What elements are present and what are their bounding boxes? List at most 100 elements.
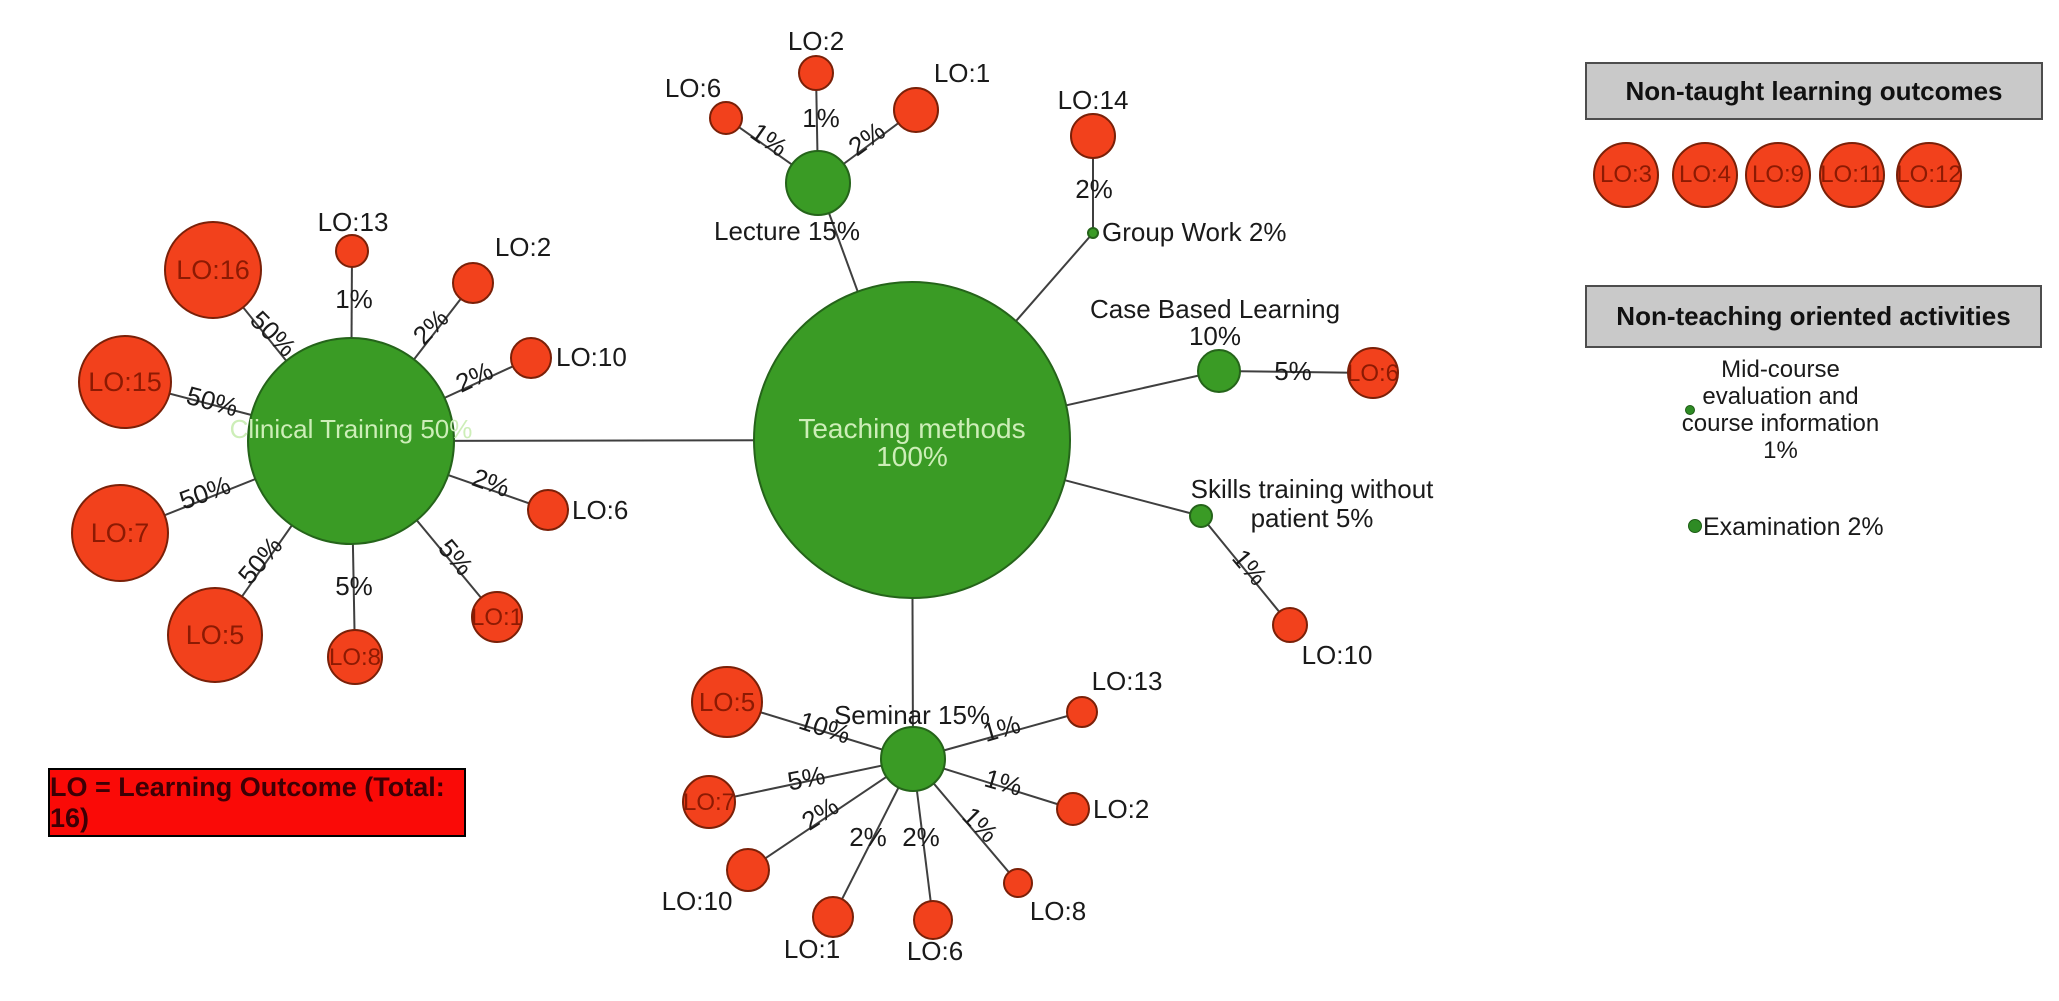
- label-seminar: Seminar 15%: [834, 700, 990, 730]
- node-skills-training: [1189, 504, 1213, 528]
- node-seminar-lo6: [913, 900, 953, 940]
- label-seminar-lo1: LO:1: [784, 934, 840, 964]
- node-clinical-training-lo6: [527, 489, 569, 531]
- node-clinical-training: [247, 337, 455, 545]
- label-seminar-lo8: LO:8: [1030, 896, 1086, 926]
- label-skills-training-lo10: LO:10: [1302, 640, 1373, 670]
- legend-circle-lo12-label: LO:12: [1896, 161, 1962, 188]
- node-clinical-training-lo16: [164, 221, 262, 319]
- legend-circle-lo11: LO:11: [1819, 142, 1885, 208]
- examination-dot-icon: [1688, 519, 1702, 533]
- pct-seminar-lo8: 1%: [956, 801, 1004, 849]
- node-seminar-lo2: [1056, 792, 1090, 826]
- label-clinical-training-lo1: LO:1: [471, 604, 523, 631]
- label-clinical-training-lo2: LO:2: [495, 232, 551, 262]
- edge-skills-training-lo10: [1200, 515, 1291, 626]
- node-clinical-training-lo7: [71, 484, 169, 582]
- node-clinical-training-lo13: [335, 234, 369, 268]
- pct-clinical-training-lo15: 50%: [183, 380, 241, 422]
- pct-lecture-lo2: 1%: [802, 103, 840, 133]
- pct-group-work-lo14: 2%: [1075, 174, 1113, 204]
- legend-non-teaching-header: Non-teaching oriented activities: [1585, 285, 2042, 348]
- label-clinical-training-lo16: LO:16: [176, 255, 250, 285]
- node-lecture-lo1: [893, 87, 939, 133]
- label-skills-training: Skills training without: [1191, 474, 1435, 504]
- label-lecture-lo6: LO:6: [665, 73, 721, 103]
- label-case-based-learning: Case Based Learning: [1090, 294, 1340, 324]
- legend-non-taught-title: Non-taught learning outcomes: [1625, 75, 2003, 106]
- pct-lecture-lo1: 2%: [843, 116, 891, 162]
- label-clinical-training: Clinical Training 50%: [230, 414, 473, 444]
- pct-seminar-lo10: 2%: [796, 791, 844, 837]
- legend-circle-lo9: LO:9: [1745, 142, 1811, 208]
- legend-non-taught-header: Non-taught learning outcomes: [1585, 62, 2043, 120]
- label-clinical-training-lo5: LO:5: [186, 620, 245, 650]
- legend-circle-lo3-label: LO:3: [1599, 161, 1653, 188]
- pct-case-based-learning-lo6: 5%: [1274, 356, 1312, 386]
- pct-lecture-lo6: 1%: [745, 117, 793, 163]
- node-seminar-lo1: [812, 896, 854, 938]
- mid-course-dot-icon: [1685, 405, 1695, 415]
- pct-seminar-lo2: 1%: [981, 763, 1025, 802]
- node-seminar-lo5: [691, 666, 763, 738]
- legend-circle-lo4-label: LO:4: [1678, 161, 1732, 188]
- legend-circle-lo9-label: LO:9: [1751, 161, 1805, 188]
- label-skills-training: patient 5%: [1251, 503, 1374, 533]
- node-group-work: [1087, 227, 1099, 239]
- lo-key-box: LO = Learning Outcome (Total: 16): [48, 768, 466, 837]
- legend-circle-lo4: LO:4: [1672, 142, 1738, 208]
- label-lecture-lo1: LO:1: [934, 58, 990, 88]
- label-seminar-lo13: LO:13: [1092, 666, 1163, 696]
- label-clinical-training-lo7: LO:7: [91, 518, 150, 548]
- label-seminar-lo5: LO:5: [699, 687, 755, 717]
- node-seminar-lo8: [1003, 868, 1033, 898]
- label-teaching-methods: 100%: [876, 441, 948, 472]
- node-case-based-learning: [1197, 349, 1241, 393]
- legend-circle-lo3: LO:3: [1593, 142, 1659, 208]
- pct-seminar-lo7: 5%: [785, 760, 828, 797]
- node-seminar-lo7: [682, 775, 736, 829]
- pct-clinical-training-lo2: 2%: [407, 303, 455, 351]
- edge-seminar-lo7: [708, 758, 914, 803]
- edge-seminar-lo10: [747, 758, 914, 871]
- mid-course-line-3: course information: [1681, 410, 1880, 437]
- label-lecture-lo2: LO:2: [788, 26, 844, 56]
- node-lecture-lo6: [709, 101, 743, 135]
- pct-clinical-training-lo6: 2%: [468, 462, 514, 503]
- pct-seminar-lo1: 2%: [849, 822, 887, 852]
- label-group-work: Group Work 2%: [1102, 217, 1286, 247]
- pct-clinical-training-lo5: 50%: [232, 531, 288, 590]
- lo-key-label: LO = Learning Outcome (Total: 16): [50, 771, 445, 833]
- node-group-work-lo14: [1070, 113, 1116, 159]
- label-case-based-learning: 10%: [1189, 321, 1241, 351]
- node-clinical-training-lo2: [452, 262, 494, 304]
- pct-clinical-training-lo13: 1%: [335, 284, 373, 314]
- pct-clinical-training-lo1: 5%: [432, 533, 479, 581]
- pct-skills-training-lo10: 1%: [1226, 543, 1273, 591]
- legend-circle-lo11-label: LO:11: [1820, 161, 1884, 188]
- label-seminar-lo2: LO:2: [1093, 794, 1149, 824]
- label-group-work-lo14: LO:14: [1058, 85, 1129, 115]
- node-teaching-methods: [753, 281, 1071, 599]
- pct-clinical-training-lo7: 50%: [175, 470, 234, 516]
- node-lecture: [785, 150, 851, 216]
- node-skills-training-lo10: [1272, 607, 1308, 643]
- node-clinical-training-lo8: [327, 629, 383, 685]
- node-seminar: [880, 726, 946, 792]
- pct-seminar-lo6: 2%: [902, 822, 940, 852]
- node-seminar-lo10: [726, 848, 770, 892]
- label-seminar-lo6: LO:6: [907, 936, 963, 966]
- mid-course-line-4: 1%: [1763, 437, 1798, 464]
- label-seminar-lo7: LO:7: [683, 789, 735, 816]
- node-seminar-lo13: [1066, 696, 1098, 728]
- node-clinical-training-lo15: [78, 335, 172, 429]
- node-clinical-training-lo5: [167, 587, 263, 683]
- label-lecture: Lecture 15%: [714, 216, 860, 246]
- node-clinical-training-lo1: [471, 591, 523, 643]
- label-clinical-training-lo8: LO:8: [329, 644, 381, 671]
- mid-course-label: Mid-course evaluation and course informa…: [1658, 356, 1903, 464]
- legend-non-teaching-title: Non-teaching oriented activities: [1616, 301, 2011, 331]
- label-clinical-training-lo6: LO:6: [572, 495, 628, 525]
